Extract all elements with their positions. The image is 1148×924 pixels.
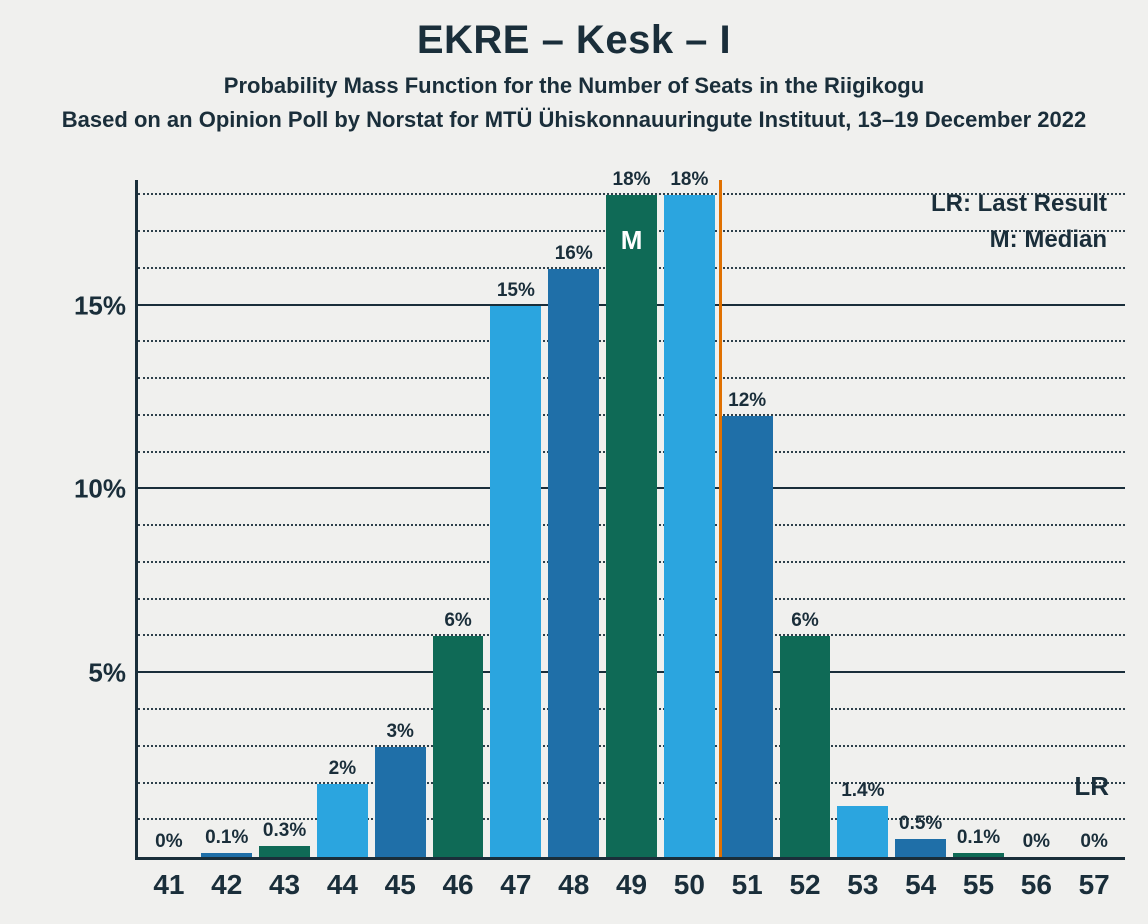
bar-value-label: 12% [728, 390, 766, 416]
x-axis-label: 57 [1065, 869, 1123, 901]
x-axis-label: 54 [892, 869, 950, 901]
x-axis-label: 45 [371, 869, 429, 901]
chart-source-line: Based on an Opinion Poll by Norstat for … [0, 99, 1148, 133]
x-axis-label: 42 [198, 869, 256, 901]
bar: 6% [433, 636, 484, 857]
x-axis-label: 49 [603, 869, 661, 901]
x-axis-label: 51 [718, 869, 776, 901]
x-axis-label: 50 [660, 869, 718, 901]
x-axis-label: 56 [1007, 869, 1065, 901]
y-axis-label: 15% [74, 290, 138, 321]
bar: 18% [664, 195, 715, 857]
bar-slot: 6% [776, 180, 834, 857]
x-axis-label: 41 [140, 869, 198, 901]
bar-value-label: 6% [444, 610, 471, 636]
bar-slot: 3% [371, 180, 429, 857]
bars-container: 0%0.1%0.3%2%3%6%15%16%18%M18%12%6%1.4%0.… [138, 180, 1125, 857]
bar-value-label: 16% [555, 243, 593, 269]
chart-title: EKRE – Kesk – I [0, 0, 1148, 63]
median-mark: M [621, 225, 643, 256]
bar-slot: 18% [660, 180, 718, 857]
y-axis-label: 5% [88, 658, 138, 689]
bar-slot: 16% [545, 180, 603, 857]
bar: 6% [780, 636, 831, 857]
bar-value-label: 15% [497, 280, 535, 306]
bar-value-label: 0.3% [263, 820, 306, 846]
x-axis-label: 53 [834, 869, 892, 901]
y-axis-label: 10% [74, 474, 138, 505]
bar-slot: 0.3% [256, 180, 314, 857]
bar-value-label: 0% [1080, 831, 1107, 857]
bar-slot: 18%M [603, 180, 661, 857]
bar-value-label: 1.4% [841, 780, 884, 806]
bar-slot: 1.4% [834, 180, 892, 857]
bar-slot: 0.1% [198, 180, 256, 857]
x-axis-label: 52 [776, 869, 834, 901]
bar-value-label: 2% [329, 758, 356, 784]
bar-value-label: 0.5% [899, 813, 942, 839]
bar: 18%M [606, 195, 657, 857]
bar-slot: 0% [1065, 180, 1123, 857]
bar-slot: 12% [718, 180, 776, 857]
bar: 3% [375, 747, 426, 857]
bar-slot: 0% [1007, 180, 1065, 857]
x-axis-label: 48 [545, 869, 603, 901]
bar: 0.3% [259, 846, 310, 857]
x-axis-label: 43 [256, 869, 314, 901]
bar-value-label: 0% [155, 831, 182, 857]
bar-value-label: 0% [1023, 831, 1050, 857]
x-axis-label: 44 [313, 869, 371, 901]
bar: 12% [722, 416, 773, 857]
bar: 0.5% [895, 839, 946, 857]
bar-slot: 2% [313, 180, 371, 857]
chart-subtitle: Probability Mass Function for the Number… [0, 63, 1148, 99]
last-result-mark: LR [1074, 771, 1109, 802]
bar-value-label: 0.1% [205, 827, 248, 853]
plot-area: LR: Last Result M: Median 5%10%15%0%0.1%… [135, 180, 1125, 860]
bar-slot: 0% [140, 180, 198, 857]
x-axis-labels: 4142434445464748495051525354555657 [138, 857, 1125, 901]
bar: 2% [317, 784, 368, 858]
x-axis-label: 46 [429, 869, 487, 901]
bar: 16% [548, 269, 599, 857]
last-result-line [719, 180, 722, 857]
bar-value-label: 6% [791, 610, 818, 636]
x-axis-label: 47 [487, 869, 545, 901]
bar: 1.4% [837, 806, 888, 857]
bar-value-label: 18% [670, 169, 708, 195]
bar-value-label: 3% [386, 721, 413, 747]
chart-container: LR: Last Result M: Median 5%10%15%0%0.1%… [40, 170, 1140, 850]
x-axis-label: 55 [950, 869, 1008, 901]
bar-value-label: 18% [613, 169, 651, 195]
bar-slot: 0.5% [892, 180, 950, 857]
bar-slot: 0.1% [950, 180, 1008, 857]
bar: 15% [490, 306, 541, 857]
bar-slot: 6% [429, 180, 487, 857]
bar-slot: 15% [487, 180, 545, 857]
bar-value-label: 0.1% [957, 827, 1000, 853]
